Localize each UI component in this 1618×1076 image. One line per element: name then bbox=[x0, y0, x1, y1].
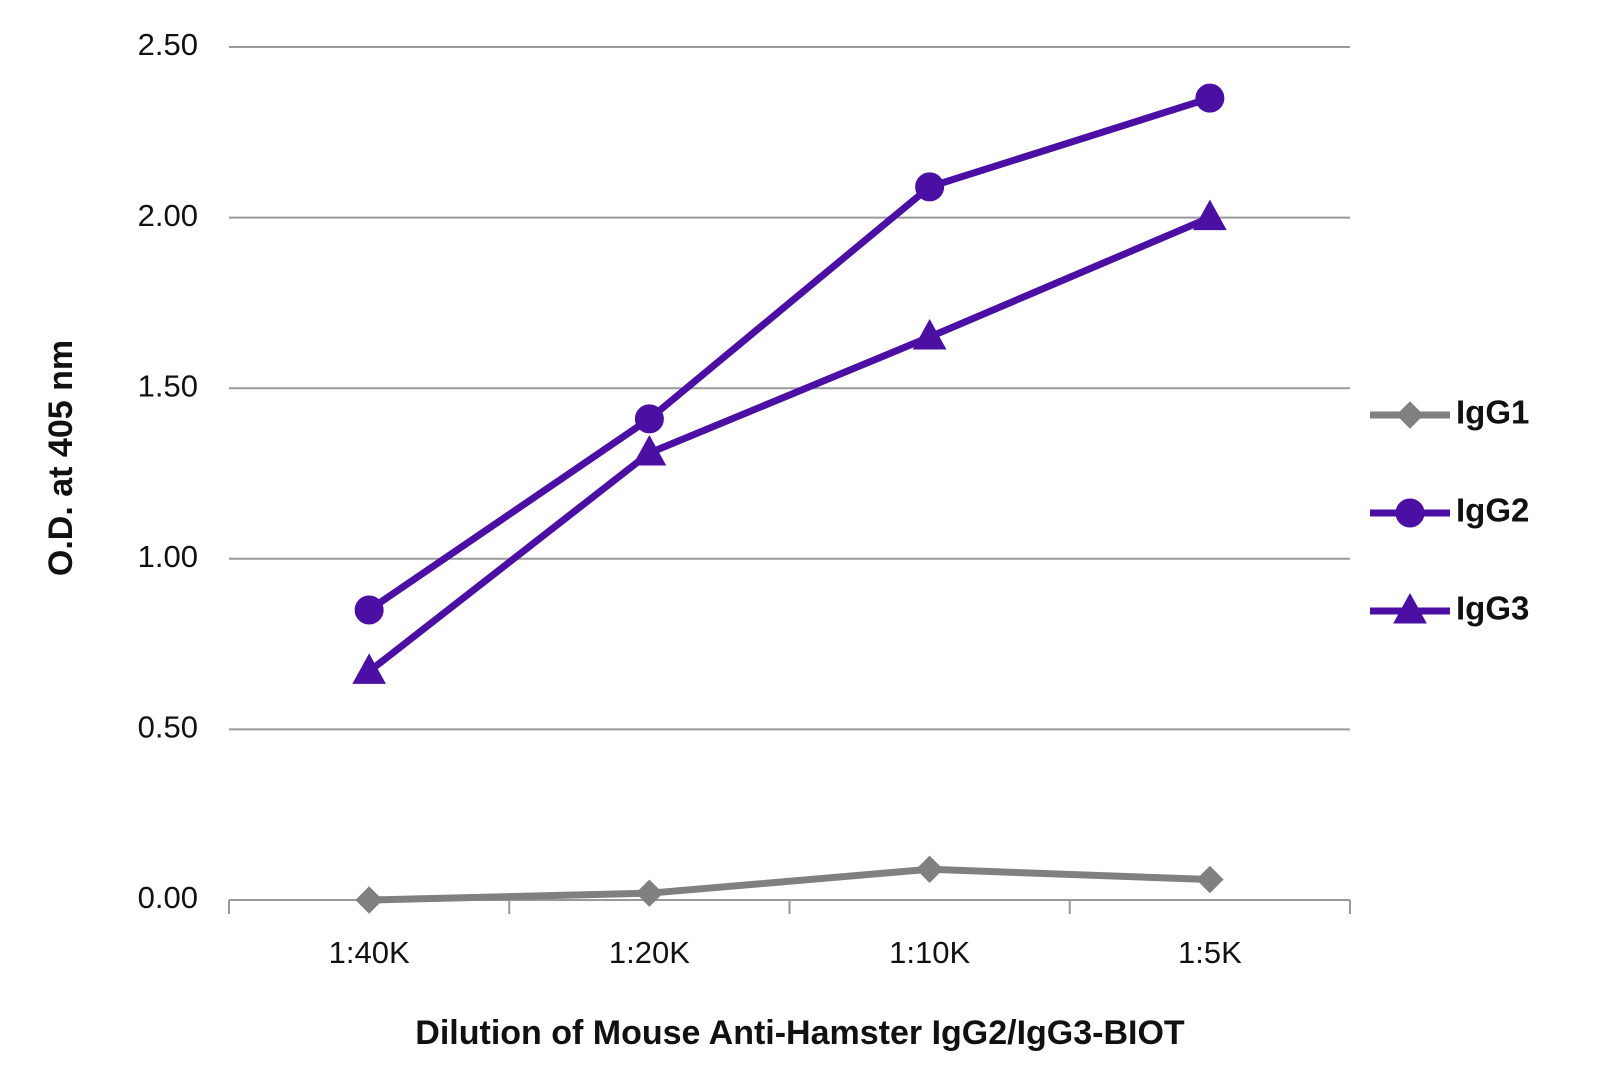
y-tick-label: 1.00 bbox=[138, 539, 198, 574]
x-tick-label: 1:5K bbox=[1178, 935, 1242, 970]
y-tick-label: 2.00 bbox=[138, 198, 198, 233]
marker bbox=[632, 434, 667, 466]
marker bbox=[634, 404, 664, 434]
series-line bbox=[366, 214, 1212, 675]
legend-label: IgG2 bbox=[1456, 492, 1529, 529]
legend-marker bbox=[1395, 498, 1425, 528]
series-line bbox=[369, 865, 1211, 904]
legend-marker bbox=[1396, 401, 1424, 429]
legend-marker bbox=[1393, 592, 1427, 624]
marker bbox=[1193, 199, 1227, 231]
x-tick-label: 1:10K bbox=[889, 935, 970, 970]
y-tick-label: 2.50 bbox=[138, 27, 198, 62]
legend-label: IgG3 bbox=[1456, 590, 1529, 627]
marker bbox=[354, 595, 384, 625]
marker bbox=[915, 172, 945, 202]
x-tick-label: 1:20K bbox=[609, 935, 690, 970]
x-axis-title: Dilution of Mouse Anti-Hamster IgG2/IgG3… bbox=[415, 1014, 1185, 1052]
marker bbox=[1196, 865, 1224, 894]
marker bbox=[352, 653, 386, 684]
marker bbox=[915, 855, 944, 883]
marker bbox=[912, 318, 947, 350]
marker bbox=[355, 886, 383, 914]
y-axis-title: O.D. at 405 nm bbox=[42, 340, 80, 576]
legend-label: IgG1 bbox=[1456, 394, 1529, 431]
series-line bbox=[367, 94, 1211, 613]
y-tick-label: 1.50 bbox=[138, 368, 198, 403]
x-tick-label: 1:40K bbox=[329, 935, 410, 970]
y-tick-label: 0.50 bbox=[138, 710, 198, 745]
y-tick-label: 0.00 bbox=[138, 880, 198, 915]
marker bbox=[635, 879, 664, 907]
marker bbox=[1195, 83, 1225, 113]
